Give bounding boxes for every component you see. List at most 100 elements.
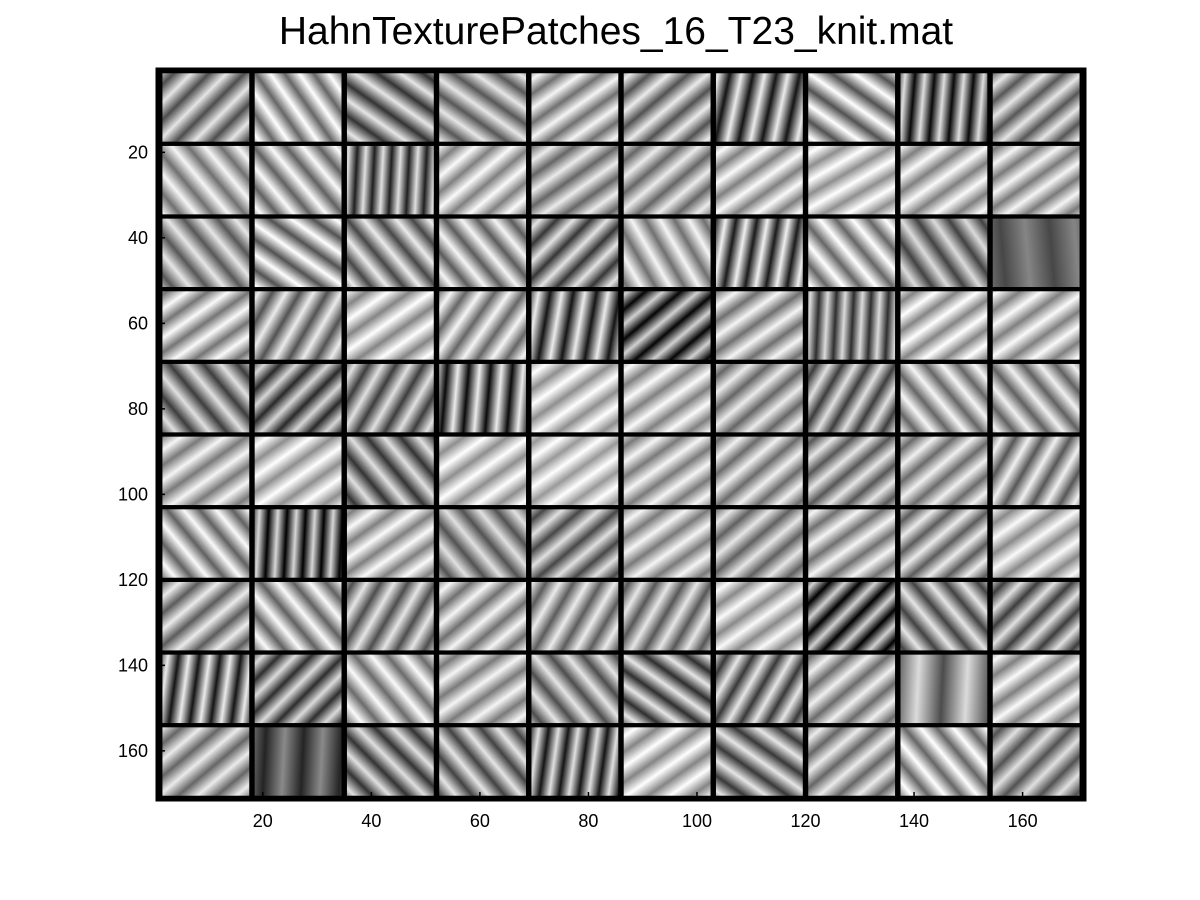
texture-patch-r2-c10 (992, 145, 1080, 215)
x-tick-label: 60 (470, 811, 490, 831)
x-tick-label: 120 (790, 811, 820, 831)
texture-patch-r7-c3 (346, 509, 434, 578)
texture-patch-r4-c5 (531, 291, 619, 360)
texture-patch-r1-c2 (254, 73, 342, 142)
x-tick-label: 40 (361, 811, 381, 831)
texture-patch-r7-c10 (992, 509, 1080, 578)
texture-patch-r5-c9 (900, 363, 988, 433)
texture-patch-r8-c5 (531, 581, 619, 651)
texture-patch-r8-c1 (162, 581, 250, 651)
texture-patch-r9-c9 (900, 654, 988, 724)
texture-patch-r3-c3 (346, 218, 434, 288)
texture-patch-r10-c2 (254, 727, 342, 796)
texture-patch-r5-c5 (531, 363, 619, 433)
texture-patch-r6-c9 (900, 436, 988, 506)
texture-patch-r3-c6 (623, 218, 711, 288)
x-tick-label: 140 (899, 811, 929, 831)
texture-patch-r8-c7 (715, 581, 803, 651)
texture-patch-r1-c10 (992, 73, 1080, 142)
texture-patch-r3-c4 (439, 218, 527, 288)
texture-patch-r4-c2 (254, 291, 342, 360)
texture-patch-r9-c8 (808, 654, 896, 724)
texture-patch-r9-c2 (254, 654, 342, 724)
texture-patch-r4-c8 (808, 291, 896, 360)
texture-patch-r8-c6 (623, 581, 711, 651)
y-tick-label: 80 (128, 399, 148, 419)
texture-patch-r3-c9 (900, 218, 988, 288)
axes-frame (155, 67, 1087, 802)
texture-patch-r1-c1 (162, 73, 250, 142)
texture-patch-r5-c10 (992, 363, 1080, 433)
texture-patch-r3-c1 (162, 218, 250, 288)
y-tick-label: 160 (118, 741, 148, 761)
texture-patch-r7-c4 (439, 509, 527, 578)
texture-patch-r9-c4 (439, 654, 527, 724)
texture-patch-r3-c10 (992, 218, 1080, 288)
texture-patch-r4-c6 (623, 291, 711, 360)
texture-patch-r6-c1 (162, 436, 250, 506)
texture-patch-r2-c5 (531, 145, 619, 215)
x-tick-label: 100 (682, 811, 712, 831)
texture-patch-r10-c4 (439, 727, 527, 796)
texture-patch-r8-c2 (254, 581, 342, 651)
texture-patch-r7-c2 (254, 509, 342, 578)
texture-patch-r7-c1 (162, 509, 250, 578)
texture-patch-r4-c10 (992, 291, 1080, 360)
patch-grid (155, 67, 1087, 802)
texture-patch-r1-c5 (531, 73, 619, 142)
x-tick-label: 80 (578, 811, 598, 831)
texture-patch-r1-c9 (900, 73, 988, 142)
texture-patch-r4-c3 (346, 291, 434, 360)
texture-patch-r6-c5 (531, 436, 619, 506)
texture-patch-r2-c4 (439, 145, 527, 215)
texture-patch-r7-c5 (531, 509, 619, 578)
texture-patch-r2-c1 (162, 145, 250, 215)
texture-patch-r1-c3 (346, 73, 434, 142)
texture-patch-r8-c9 (900, 581, 988, 651)
y-tick-label: 120 (118, 570, 148, 590)
texture-patch-r3-c5 (531, 218, 619, 288)
texture-patch-r8-c3 (346, 581, 434, 651)
texture-patch-r5-c6 (623, 363, 711, 433)
y-tick-label: 100 (118, 484, 148, 504)
texture-patch-r10-c5 (531, 727, 619, 796)
texture-patch-r10-c8 (808, 727, 896, 796)
texture-patch-r3-c7 (715, 218, 803, 288)
texture-patch-r4-c9 (900, 291, 988, 360)
texture-patch-r2-c6 (623, 145, 711, 215)
texture-patch-r5-c7 (715, 363, 803, 433)
texture-patch-r6-c2 (254, 436, 342, 506)
texture-patch-r4-c7 (715, 291, 803, 360)
texture-patch-r4-c4 (439, 291, 527, 360)
texture-patch-r10-c1 (162, 727, 250, 796)
texture-patch-r2-c8 (808, 145, 896, 215)
x-tick-label: 160 (1008, 811, 1038, 831)
texture-patch-r4-c1 (162, 291, 250, 360)
texture-patch-r9-c3 (346, 654, 434, 724)
texture-patch-r9-c1 (162, 654, 250, 724)
y-tick-label: 60 (128, 313, 148, 333)
texture-patch-r10-c9 (900, 727, 988, 796)
texture-patch-r3-c2 (254, 218, 342, 288)
texture-patch-r8-c8 (808, 581, 896, 651)
texture-patch-r1-c6 (623, 73, 711, 142)
texture-patch-r7-c6 (623, 509, 711, 578)
texture-patch-r8-c4 (439, 581, 527, 651)
texture-patch-r6-c7 (715, 436, 803, 506)
texture-patch-r1-c7 (715, 73, 803, 142)
texture-patch-r2-c2 (254, 145, 342, 215)
texture-patch-r10-c3 (346, 727, 434, 796)
texture-patch-r2-c7 (715, 145, 803, 215)
texture-patch-r2-c3 (346, 145, 434, 215)
texture-patch-r10-c7 (715, 727, 803, 796)
y-tick-label: 140 (118, 655, 148, 675)
texture-patch-r7-c9 (900, 509, 988, 578)
texture-patch-r1-c4 (439, 73, 527, 142)
texture-patch-r1-c8 (808, 73, 896, 142)
texture-patch-r6-c8 (808, 436, 896, 506)
texture-patch-r5-c2 (254, 363, 342, 433)
texture-patch-r5-c1 (162, 363, 250, 433)
x-axis: 20 40 60 80 100 120 140 160 (253, 792, 1038, 831)
texture-patch-r9-c7 (715, 654, 803, 724)
